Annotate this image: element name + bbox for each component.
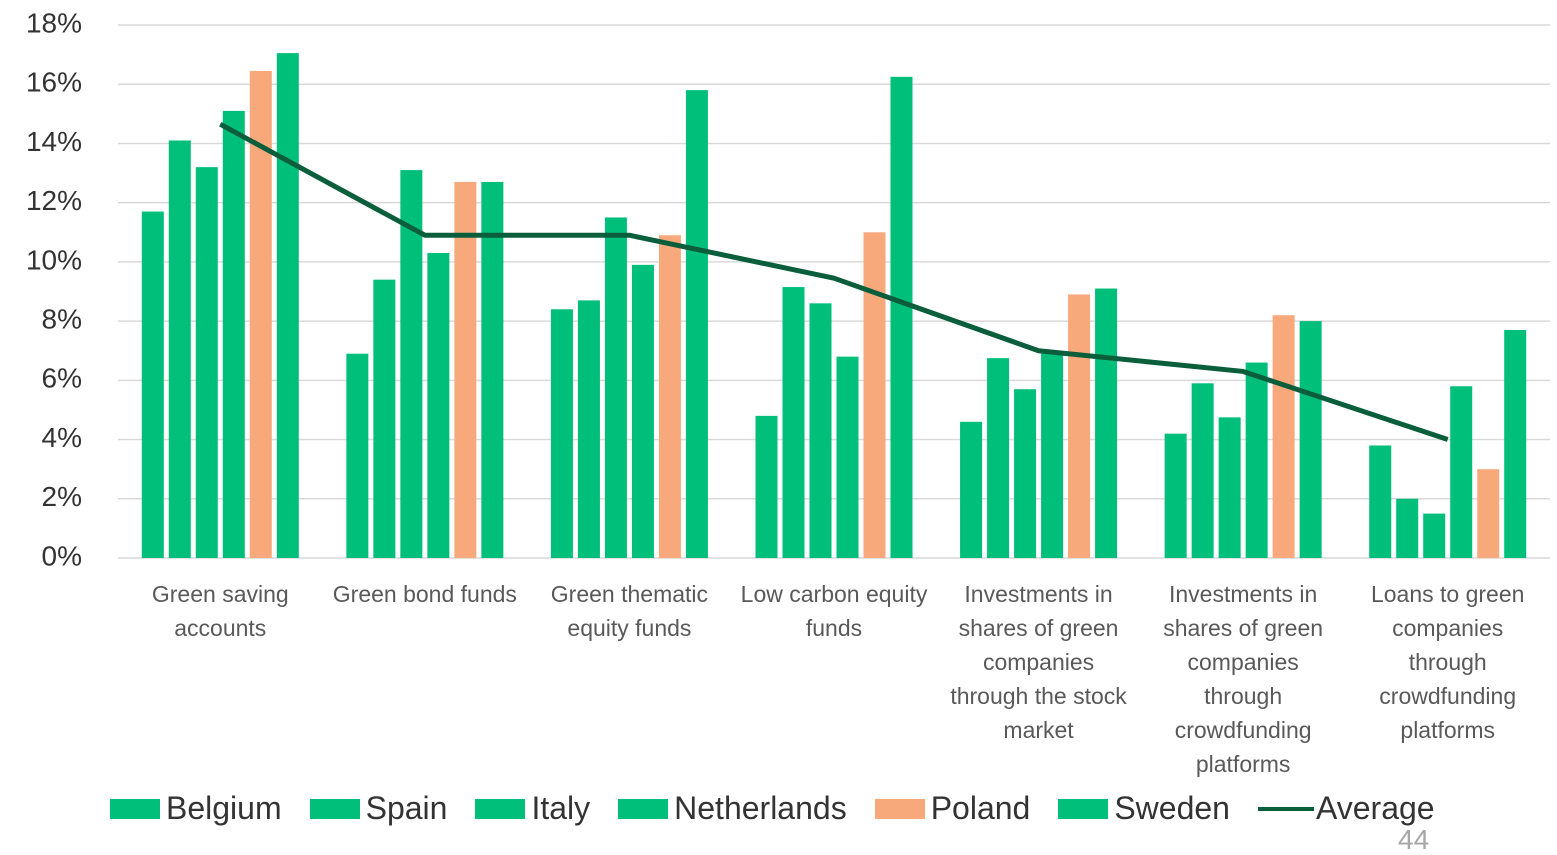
bar: [577, 300, 600, 558]
legend-item: Spain: [309, 790, 448, 827]
x-tick-label: Investments in shares of green companies…: [950, 581, 1127, 743]
bar: [1299, 321, 1322, 558]
line: [219, 121, 1449, 442]
legend-swatch: [874, 798, 925, 819]
bar: [427, 253, 450, 558]
bar: [141, 211, 164, 559]
x-tick-label: Green bond funds: [332, 581, 517, 607]
bar: [249, 70, 272, 559]
legend-label: Poland: [930, 790, 1031, 826]
x-tick-label: Loans to green companies through crowdfu…: [1370, 581, 1525, 743]
legend-swatch: [618, 798, 669, 819]
y-tick-label: 2%: [42, 481, 82, 512]
y-tick-label: 14%: [26, 126, 82, 157]
legend-item: Netherlands: [618, 790, 847, 827]
bar: [276, 53, 299, 558]
y-tick-label: 8%: [42, 304, 82, 335]
y-tick-label: 0%: [42, 540, 82, 571]
bar: [890, 76, 913, 558]
page-number: 44: [1398, 824, 1430, 855]
bar: [809, 303, 832, 558]
y-tick-label: 6%: [42, 363, 82, 394]
bar: [1272, 315, 1295, 558]
bar: [1450, 386, 1473, 558]
legend-swatch: [110, 798, 160, 819]
bar: [1191, 383, 1214, 558]
bar: [481, 181, 504, 558]
legend-item: Sweden: [1058, 790, 1230, 827]
x-tick-label: Green saving accounts: [151, 581, 289, 641]
bar: [1068, 294, 1091, 558]
bar: [863, 232, 886, 558]
legend-label: Average: [1315, 790, 1435, 826]
bar: [1218, 417, 1241, 558]
bar: [631, 264, 654, 558]
bar: [550, 309, 573, 558]
y-tick-label: 12%: [26, 185, 82, 216]
bar: [782, 287, 805, 558]
legend-label: Italy: [531, 790, 591, 826]
y-tick-label: 16%: [26, 67, 82, 98]
x-tick-label: Low carbon equity funds: [740, 581, 928, 641]
bar: [604, 217, 627, 558]
bar: [195, 167, 218, 558]
legend-item: Poland: [874, 790, 1031, 827]
bar: [373, 279, 396, 558]
y-tick-label: 10%: [26, 244, 82, 275]
bar: [836, 356, 859, 558]
x-tick-label: Investments in shares of green companies…: [1163, 581, 1324, 777]
y-tick-label: 18%: [26, 7, 82, 38]
bar: [658, 235, 681, 558]
legend-swatch: [475, 798, 526, 819]
bar: [454, 181, 477, 558]
legend-label: Belgium: [166, 790, 282, 826]
bar: [1369, 445, 1392, 558]
bar: [755, 415, 778, 558]
bar: [1504, 329, 1527, 558]
legend-item: Italy: [475, 790, 590, 827]
y-tick-label: 4%: [42, 422, 82, 453]
legend-label: Spain: [365, 790, 448, 826]
bar: [168, 140, 191, 558]
bar: [685, 90, 708, 559]
bar: [346, 353, 369, 558]
legend-swatch: [309, 798, 360, 819]
bar: [1423, 513, 1446, 558]
legend-line: [1257, 806, 1314, 811]
legend-swatch: [1058, 798, 1109, 819]
bar: [1014, 389, 1037, 558]
legend-item: Average: [1257, 790, 1435, 827]
legend-label: Sweden: [1114, 790, 1230, 826]
bar: [1477, 469, 1500, 558]
legend-label: Netherlands: [674, 790, 847, 826]
bar: [1041, 352, 1064, 558]
bar: [1396, 498, 1419, 558]
legend: Belgium Spain Italy Netherlands Poland Sweden…: [110, 790, 1463, 827]
bar: [987, 358, 1010, 558]
legend-item: Belgium: [110, 790, 282, 827]
bar: [1095, 288, 1118, 558]
bar: [222, 110, 245, 558]
bar: [400, 170, 423, 558]
bar: [960, 421, 983, 558]
bar: [1164, 433, 1187, 558]
bar: [1245, 362, 1268, 558]
x-tick-label: Green thematic equity funds: [550, 581, 709, 641]
